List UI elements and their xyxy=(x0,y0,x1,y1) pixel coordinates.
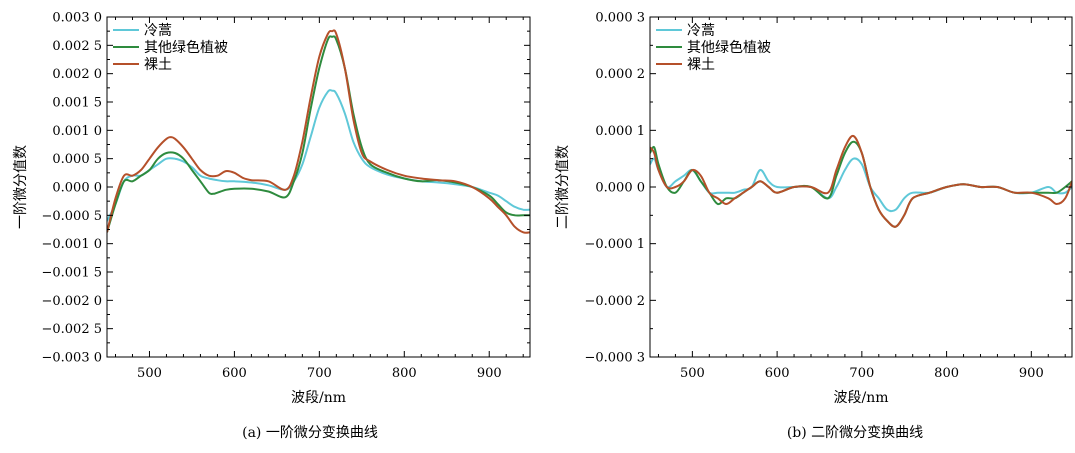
chart-panel-a: 500 600 700 800 900 −0.003 0 −0.002 5 −0.002 0 −… xyxy=(13,11,531,441)
y-tick-label: −0.000 2 xyxy=(584,294,645,309)
y-tick-label: 0.002 0 xyxy=(52,67,102,82)
series-line-1 xyxy=(650,140,1072,228)
y-tick-label: 0.003 0 xyxy=(52,11,102,26)
y-tick-label: −0.001 0 xyxy=(41,237,102,252)
legend-label: 冷蒿 xyxy=(687,23,715,39)
x-tick-label: 800 xyxy=(392,366,417,381)
x-tick-label: 700 xyxy=(307,366,332,381)
x-tick-label: 600 xyxy=(222,366,247,381)
plot-lines xyxy=(650,134,1072,228)
y-tick-label: −0.002 5 xyxy=(41,322,102,337)
legend-label: 其他绿色植被 xyxy=(687,39,771,56)
x-tick-label: 700 xyxy=(849,366,874,381)
series-line-2 xyxy=(650,134,1072,228)
x-tick-label: 500 xyxy=(137,366,162,381)
y-tick-label: −0.003 0 xyxy=(41,351,102,366)
figure-caption: (a) 一阶微分变换曲线 xyxy=(242,424,378,441)
series-line-2 xyxy=(107,29,530,234)
x-tick-label: 800 xyxy=(934,366,959,381)
y-axis-title: 一阶微分值数 xyxy=(13,145,29,229)
y-tick-label: 0.000 1 xyxy=(595,124,645,139)
y-tick-label: 0.000 3 xyxy=(595,11,645,26)
series-line-1 xyxy=(107,35,530,233)
y-tick-label: −0.002 0 xyxy=(41,294,102,309)
y-tick-label: 0.000 5 xyxy=(52,152,102,167)
y-axis-title: 二阶微分值数 xyxy=(555,145,571,229)
legend-label: 裸土 xyxy=(687,57,715,73)
x-tick-label: 900 xyxy=(477,366,502,381)
plot-lines xyxy=(107,29,530,234)
figure-caption: (b) 二阶微分变换曲线 xyxy=(787,424,923,441)
legend-label: 裸土 xyxy=(144,57,172,73)
y-tick-label: 0.000 2 xyxy=(595,67,645,82)
y-tick-label: −0.000 5 xyxy=(41,209,102,224)
series-line-0 xyxy=(650,157,1072,213)
legend-label: 冷蒿 xyxy=(144,23,172,39)
y-tick-label: 0.002 5 xyxy=(52,39,102,54)
x-tick-label: 500 xyxy=(680,366,705,381)
x-axis-title: 波段/nm xyxy=(833,390,888,406)
y-tick-label: 0.001 0 xyxy=(52,124,102,139)
y-tick-label: −0.001 5 xyxy=(41,266,102,281)
y-tick-label: 0.001 5 xyxy=(52,96,102,111)
legend-label: 其他绿色植被 xyxy=(144,39,228,56)
y-tick-label: 0.000 0 xyxy=(52,181,102,196)
chart-panel-b: 500 600 700 800 900 −0.000 3 −0.000 2 −0.000 1 0… xyxy=(555,11,1073,441)
y-tick-label: 0.000 0 xyxy=(595,181,645,196)
series-line-0 xyxy=(107,89,530,222)
x-tick-label: 600 xyxy=(765,366,790,381)
x-axis-title: 波段/nm xyxy=(291,390,346,406)
y-tick-label: −0.000 1 xyxy=(584,237,645,252)
y-tick-label: −0.000 3 xyxy=(584,351,645,366)
x-tick-label: 900 xyxy=(1019,366,1044,381)
